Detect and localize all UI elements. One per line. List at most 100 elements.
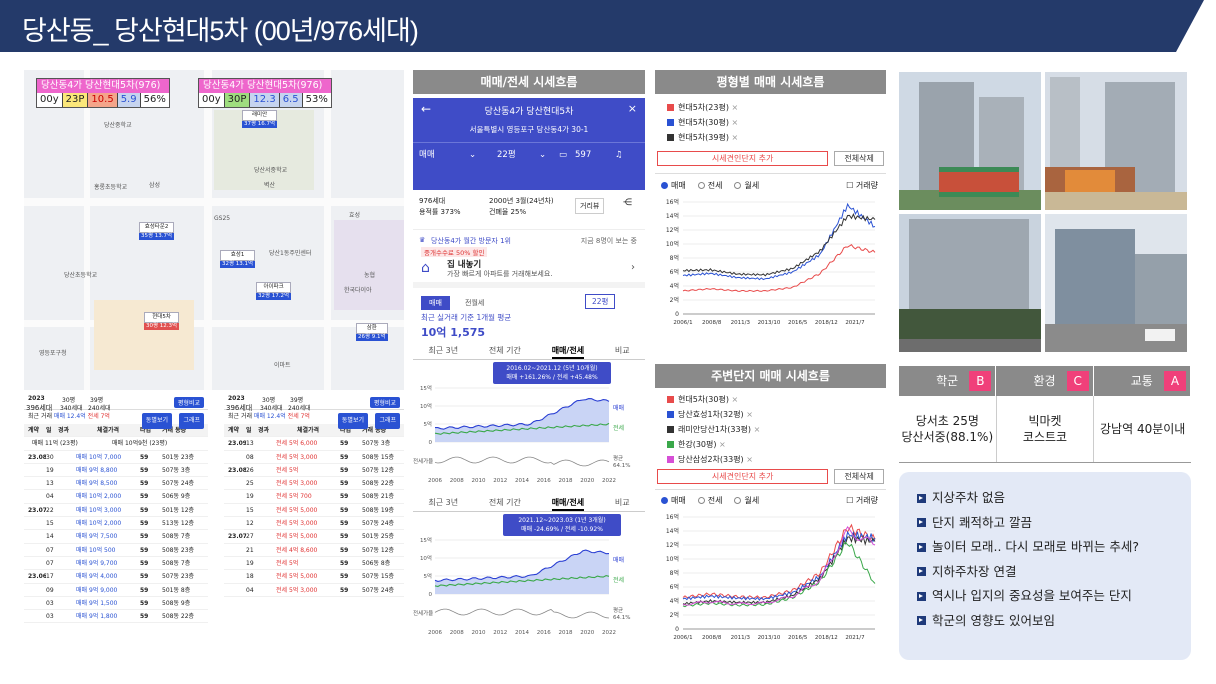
env-value: 빅마켓 코스트코 <box>997 396 1095 462</box>
period-tab[interactable]: 비교 <box>614 346 630 355</box>
row-type: 59 <box>340 533 349 541</box>
remove-icon[interactable]: × <box>716 440 726 449</box>
graph-button[interactable]: 그래프 <box>179 413 204 429</box>
legend-item[interactable]: 현대5차(30평) × <box>667 115 874 130</box>
radio-sale[interactable]: 매매 <box>661 493 686 509</box>
legend-item[interactable]: 현대5차(23평) × <box>667 100 874 115</box>
map-pin[interactable]: 래미안 37평 16.7억 <box>242 110 278 129</box>
apt-info-box[interactable]: 당산동4가 당산현대5차(976) 00y 23P 10.5 5.9 56% <box>36 78 170 108</box>
delete-all-button[interactable]: 전체삭제 <box>834 151 884 166</box>
map-label: GS25 <box>214 215 231 222</box>
by-building-button[interactable]: 동별보기 <box>337 413 368 429</box>
grade-badge: C <box>1066 371 1089 391</box>
legend-item[interactable]: 당산삼성2차(33평) × <box>667 452 874 467</box>
legend-item[interactable]: 현대5차(39평) × <box>667 130 874 145</box>
radio-monthly[interactable]: 월세 <box>734 493 759 509</box>
map-pin-current[interactable]: 현대5차 30평 12.3억 <box>144 312 180 331</box>
radio-jeonse[interactable]: 전세 <box>697 493 722 509</box>
note-item: 놀이터 모래.. 다시 모래로 바뀌는 추세? <box>917 535 1173 560</box>
radio-jeonse[interactable]: 전세 <box>697 178 722 194</box>
row-floor: 501동 12층 <box>162 506 195 514</box>
legend-item[interactable]: 당산효성1차(32평) × <box>667 407 874 422</box>
map-label: 영등포구청 <box>39 350 67 357</box>
remove-icon[interactable]: × <box>743 410 753 419</box>
x-tick-label: 2016 <box>537 630 551 636</box>
comment-count[interactable]: 597 <box>575 150 592 160</box>
row-month: 23.09 <box>228 440 246 448</box>
radio-sale[interactable]: 매매 <box>661 178 686 194</box>
graph-button[interactable]: 그래프 <box>375 413 400 429</box>
legend-item[interactable]: 현대5차(30평) × <box>667 392 874 407</box>
period-tab[interactable]: 비교 <box>614 498 630 507</box>
jeonse-line <box>434 422 610 435</box>
col-elapsed: 경과 <box>258 427 270 434</box>
period-tab[interactable]: 전체 기간 <box>488 346 521 355</box>
add-complex-button[interactable]: 시세견인단지 추가 <box>657 469 829 484</box>
pin-name: 삼환 <box>356 323 388 335</box>
sell-banner[interactable]: ⌂ 집 내놓기 가장 빠르게 아파트를 거래해보세요. › <box>413 256 645 288</box>
row-floor: 507동 24층 <box>362 586 395 594</box>
tab-rent[interactable]: 전월세 <box>465 299 485 307</box>
map-road <box>84 70 90 390</box>
header-households: 396세대 <box>26 404 53 412</box>
remove-icon[interactable]: × <box>728 395 739 404</box>
bell-icon[interactable]: ♫ <box>615 150 623 160</box>
legend-label: 당산삼성2차(33평) <box>678 455 744 464</box>
back-icon[interactable]: ← <box>421 102 432 116</box>
legend-item[interactable]: 한강(30평) × <box>667 437 874 452</box>
size-dropdown[interactable]: 22평 <box>585 294 616 309</box>
share-icon[interactable]: ⋲ <box>623 198 632 208</box>
map-view[interactable]: 당산중학교 당산서중학교 홍롱초등학교 당산초등학교 영등포구청 당산1동주민센… <box>24 70 404 390</box>
delete-all-button[interactable]: 전체삭제 <box>834 469 884 484</box>
row-elapsed <box>58 517 76 529</box>
floor-area-ratio: 용적률 373% <box>419 208 461 216</box>
size-select[interactable]: 22평 <box>497 150 516 160</box>
row-month <box>224 584 246 596</box>
row-day: 30 <box>46 453 54 461</box>
tab-sale[interactable]: 매매 <box>421 296 450 310</box>
street-view-button[interactable]: 거리뷰 <box>575 198 605 214</box>
apt-info-box[interactable]: 당산동4가 당산현대5차(976) 00y 30P 12.3 6.5 53% <box>198 78 332 108</box>
bullet-icon <box>917 542 926 552</box>
compare-size-button[interactable]: 평형비교 <box>369 397 400 408</box>
close-icon[interactable]: × <box>627 102 637 115</box>
remove-icon[interactable]: × <box>728 118 739 127</box>
period-tab[interactable]: 최근 3년 <box>428 498 459 507</box>
row-price: 매매 9억 8,800 <box>76 466 118 474</box>
remove-icon[interactable]: × <box>728 103 739 112</box>
app-price-chart[interactable]: 15억 10억 5억 0 2016.02~2021.12 (5년 10개월)매매 +16… <box>413 360 645 490</box>
ratio-label: 전세가율 <box>413 457 433 465</box>
app-price-chart[interactable]: 15억 10억 5억 0 2021.12~2023.03 (1년 3개월)매매 -24.… <box>413 512 645 652</box>
map-pin[interactable]: 아이파크 32평 17.2억 <box>256 282 292 301</box>
header-size-b: 39평 <box>290 397 304 404</box>
add-complex-button[interactable]: 시세견인단지 추가 <box>657 151 829 166</box>
compare-size-button[interactable]: 평형비교 <box>173 397 204 408</box>
line-chart[interactable]: 16억 14억 12억 10억 8억 6억 4억 2억 0 2006/1 2008/8 2011/3 2… <box>655 509 886 649</box>
map-pin[interactable]: 효성1 32평 13.1억 <box>220 250 256 269</box>
map-pin[interactable]: 삼환 26평 9.1억 <box>356 323 388 342</box>
remove-icon[interactable]: × <box>751 425 761 434</box>
map-pin[interactable]: 효성타운2 35평 13.7억 <box>139 222 175 241</box>
trade-select[interactable]: 매매 <box>419 150 435 160</box>
volume-checkbox[interactable]: ☐ 거래량 <box>846 496 878 505</box>
x-tick-label: 2006 <box>428 630 442 636</box>
period-tab-active[interactable]: 매매/전세 <box>551 342 585 359</box>
period-tab[interactable]: 최근 3년 <box>428 346 459 355</box>
sale-line <box>434 549 610 582</box>
by-building-button[interactable]: 동별보기 <box>141 413 172 429</box>
line-chart[interactable]: 16억 14억 12억 10억 8억 6억 4억 2억 0 2006/1 2008/8 2011/3 2… <box>655 194 886 334</box>
env-line: 코스트코 <box>1022 430 1068 444</box>
period-tab-active[interactable]: 매매/전세 <box>551 494 585 511</box>
volume-checkbox[interactable]: ☐ 거래량 <box>846 181 878 190</box>
row-month <box>24 477 46 489</box>
period-tab[interactable]: 전체 기간 <box>488 498 521 507</box>
chip: 매매 10억9천 (23평) <box>112 440 168 448</box>
radio-monthly[interactable]: 월세 <box>734 178 759 194</box>
x-tick-label: 2013/10 <box>758 320 781 326</box>
remove-icon[interactable]: × <box>728 133 739 142</box>
remove-icon[interactable]: × <box>743 455 753 464</box>
series-line <box>682 530 876 601</box>
chart-legend: 현대5차(23평) × 현대5차(30평) × 현대5차(39평) × <box>655 94 886 151</box>
legend-item[interactable]: 래미안당산1차(33평) × <box>667 422 874 437</box>
row-day: 13 <box>46 480 54 488</box>
